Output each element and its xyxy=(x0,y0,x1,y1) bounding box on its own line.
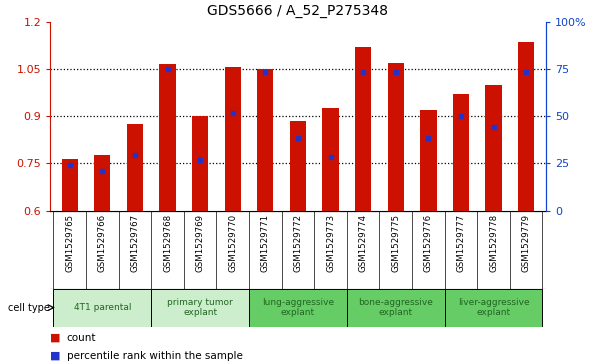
Text: GSM1529779: GSM1529779 xyxy=(522,214,530,272)
Bar xyxy=(290,121,306,211)
Bar xyxy=(388,63,404,211)
Text: 4T1 parental: 4T1 parental xyxy=(74,303,131,312)
Bar xyxy=(225,68,241,211)
Text: GSM1529765: GSM1529765 xyxy=(65,214,74,272)
Title: GDS5666 / A_52_P275348: GDS5666 / A_52_P275348 xyxy=(208,4,388,18)
Text: percentile rank within the sample: percentile rank within the sample xyxy=(67,351,242,361)
Text: GSM1529778: GSM1529778 xyxy=(489,214,498,272)
Text: count: count xyxy=(67,333,96,343)
Bar xyxy=(54,289,151,327)
Text: cell type: cell type xyxy=(8,303,50,313)
Text: GSM1529773: GSM1529773 xyxy=(326,214,335,272)
Text: GSM1529767: GSM1529767 xyxy=(130,214,139,272)
Bar xyxy=(420,110,437,211)
Text: GSM1529772: GSM1529772 xyxy=(293,214,303,272)
Text: primary tumor
explant: primary tumor explant xyxy=(167,298,233,317)
Bar xyxy=(159,64,176,211)
Text: GSM1529774: GSM1529774 xyxy=(359,214,368,272)
Bar xyxy=(355,47,371,211)
Text: liver-aggressive
explant: liver-aggressive explant xyxy=(458,298,529,317)
Bar xyxy=(445,289,542,327)
Text: GSM1529775: GSM1529775 xyxy=(391,214,400,272)
Bar xyxy=(322,108,339,211)
Text: GSM1529777: GSM1529777 xyxy=(457,214,466,272)
Bar xyxy=(257,69,274,211)
Text: lung-aggressive
explant: lung-aggressive explant xyxy=(262,298,334,317)
Bar xyxy=(94,155,110,211)
Text: bone-aggressive
explant: bone-aggressive explant xyxy=(358,298,433,317)
Text: GSM1529770: GSM1529770 xyxy=(228,214,237,272)
Text: GSM1529776: GSM1529776 xyxy=(424,214,433,272)
Bar xyxy=(518,42,535,211)
Bar xyxy=(453,94,469,211)
Bar xyxy=(127,124,143,211)
Bar xyxy=(151,289,249,327)
Text: GSM1529771: GSM1529771 xyxy=(261,214,270,272)
Bar xyxy=(61,159,78,211)
Text: GSM1529768: GSM1529768 xyxy=(163,214,172,272)
Bar xyxy=(192,116,208,211)
Text: ■: ■ xyxy=(50,333,61,343)
Bar xyxy=(486,85,502,211)
Bar xyxy=(249,289,347,327)
Text: GSM1529766: GSM1529766 xyxy=(98,214,107,272)
Bar xyxy=(347,289,445,327)
Text: GSM1529769: GSM1529769 xyxy=(196,214,205,272)
Text: ■: ■ xyxy=(50,351,61,361)
